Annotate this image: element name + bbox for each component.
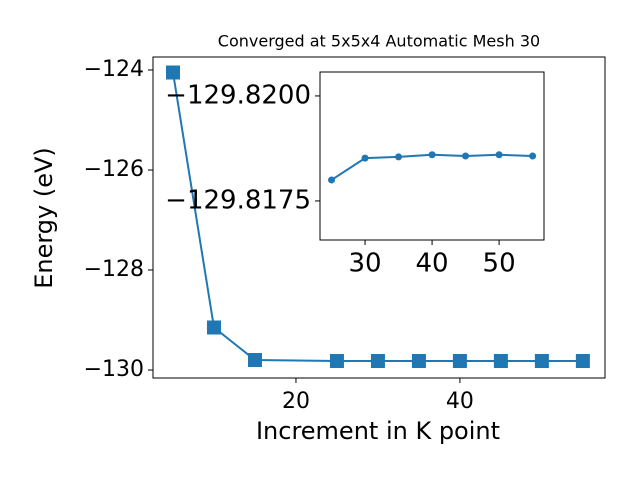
y-tick-label: −129.8200 — [165, 80, 311, 110]
y-tick-label: −128 — [84, 257, 144, 282]
marker — [462, 152, 470, 160]
marker — [452, 354, 467, 368]
marker — [495, 151, 503, 159]
y-tick-label: −126 — [84, 157, 144, 182]
series-line — [172, 72, 583, 362]
marker — [395, 153, 403, 161]
marker — [328, 176, 336, 184]
marker — [166, 65, 181, 80]
marker — [493, 354, 508, 368]
marker — [529, 152, 537, 160]
marker — [247, 353, 262, 367]
x-tick-label: 40 — [446, 389, 474, 414]
x-tick-label: 50 — [483, 249, 516, 279]
y-tick-label: −129.8175 — [165, 185, 311, 215]
chart-title: Converged at 5x5x4 Automatic Mesh 30 — [218, 32, 540, 51]
y-tick-label: −130 — [84, 357, 144, 382]
x-tick-label: 20 — [282, 389, 310, 414]
y-tick-label: −124 — [84, 57, 144, 82]
marker — [411, 354, 426, 368]
marker — [370, 354, 385, 368]
x-axis-label: Increment in K point — [256, 417, 500, 445]
x-tick-label: 40 — [416, 249, 449, 279]
x-tick-label: 30 — [348, 249, 381, 279]
marker — [329, 354, 344, 368]
marker — [575, 354, 590, 368]
y-axis-label: Energy (eV) — [30, 147, 58, 289]
marker — [428, 151, 436, 159]
marker — [361, 154, 369, 162]
marker — [206, 320, 221, 335]
marker — [534, 354, 549, 368]
